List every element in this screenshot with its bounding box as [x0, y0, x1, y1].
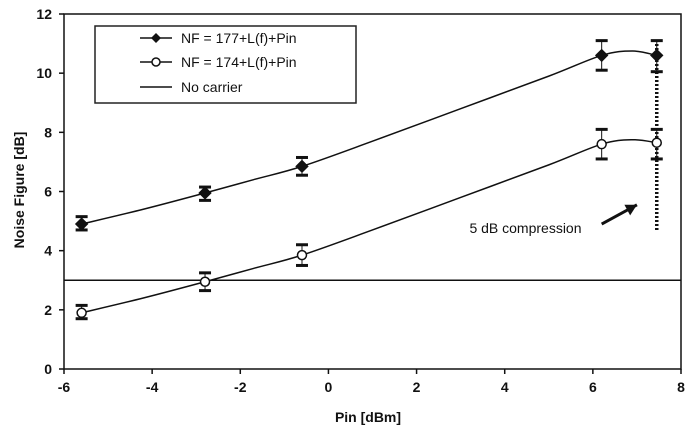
series-0-point-4 [650, 48, 664, 63]
legend-label-2: No carrier [181, 79, 243, 95]
x-tick-label-0: -6 [58, 379, 71, 395]
x-tick-label-6: 6 [589, 379, 597, 395]
series-0-point-2 [295, 159, 309, 174]
series-0-line [81, 50, 657, 225]
series-0-point-1 [198, 186, 212, 200]
annotation-arrow-head-0 [624, 204, 637, 216]
legend-label-1: NF = 174+L(f)+Pin [181, 54, 297, 70]
y-tick-label-4: 8 [44, 124, 52, 140]
legend-label-0: NF = 177+L(f)+Pin [181, 30, 297, 46]
x-tick-label-5: 4 [501, 379, 509, 395]
series-1-point-1 [199, 276, 211, 287]
y-tick-label-6: 12 [36, 6, 52, 22]
series-1-line [81, 138, 657, 314]
y-tick-label-3: 6 [44, 184, 52, 200]
x-tick-label-4: 2 [413, 379, 421, 395]
y-tick-label-5: 10 [36, 65, 52, 81]
x-axis-title: Pin [dBm] [335, 409, 401, 425]
legend-box [94, 25, 357, 104]
legend-marker-0 [151, 33, 161, 43]
series-1-point-3 [596, 138, 607, 150]
y-tick-label-0: 0 [44, 361, 52, 377]
series-1-point-0 [76, 307, 87, 319]
legend-marker-1 [151, 57, 161, 67]
series-0-point-0 [74, 217, 89, 231]
x-tick-label-3: 0 [325, 379, 333, 395]
series-1-point-2 [296, 249, 308, 261]
y-axis-title: Noise Figure [dB] [11, 132, 27, 249]
x-tick-label-7: 8 [677, 379, 685, 395]
annotation-text-0: 5 dB compression [469, 220, 581, 236]
series-0 [74, 39, 664, 232]
series-1-point-4 [651, 137, 663, 148]
series-1 [75, 127, 663, 321]
legend: NF = 177+L(f)+Pin NF = 174+L(f)+Pin No car… [94, 25, 357, 104]
y-tick-label-1: 2 [44, 302, 52, 318]
x-tick-label-1: -4 [146, 379, 159, 395]
x-axis-ticks: -6 -4 -2 0 2 4 6 8 [58, 369, 685, 395]
y-axis-ticks: 0 2 4 6 8 10 12 [36, 6, 64, 377]
x-tick-label-2: -2 [234, 379, 247, 395]
annotation-layer: 5 dB compression [469, 203, 638, 236]
series-0-point-3 [594, 48, 609, 63]
y-tick-label-2: 4 [44, 243, 52, 259]
series-layer [64, 39, 681, 321]
